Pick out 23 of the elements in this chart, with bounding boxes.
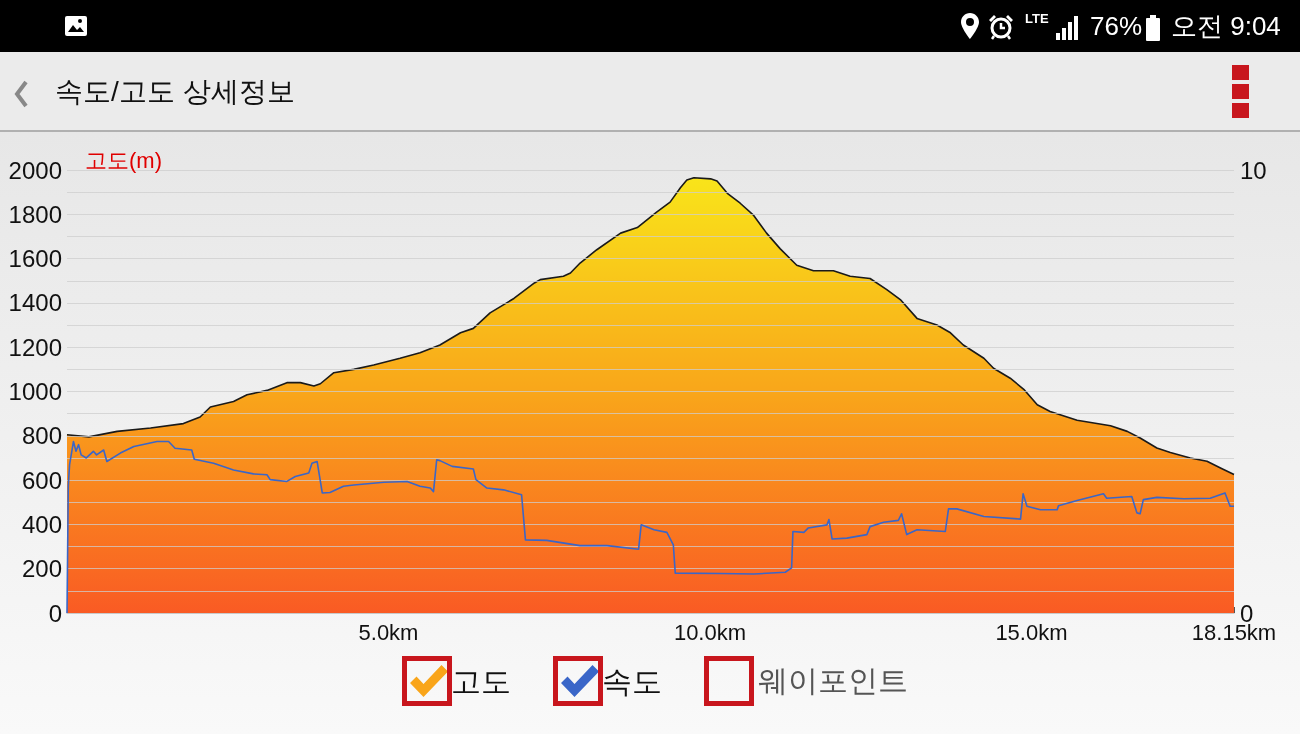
y-tick-label: 200 [21,555,62,583]
y-tick-label: 400 [21,510,62,538]
y-tick-label: 800 [21,422,62,450]
line-series [66,440,1235,614]
x-tick-label: 15.0km [995,619,1068,645]
legend-label: 고도 [451,664,511,698]
x-tick-label: 10.0km [673,619,747,645]
chart-title: 속도/고도 상세정보 [55,76,295,108]
legend-label: 속도 [602,664,662,698]
header-bar: 속도/고도 상세정보 [0,52,1300,132]
x-tick-label: 5.0km [358,619,419,645]
y-tick-label: 600 [21,466,62,494]
text: 웨이포인트 [758,664,908,698]
status-bar: LTE 76% 오전 9:04 [0,0,1300,52]
y-tick-label: 2000 [8,156,62,184]
y2-tick-label: 10 [1240,156,1267,184]
y-axis-title: 고도(m) [85,147,162,173]
y-tick-label: 1000 [8,378,62,405]
y-tick-label: 1400 [8,289,62,317]
y-tick-label: 1200 [8,333,62,361]
y-tick-label: 1800 [8,200,62,228]
y-tick-label: 0 [48,599,62,627]
y-tick-label: 1600 [8,245,62,273]
